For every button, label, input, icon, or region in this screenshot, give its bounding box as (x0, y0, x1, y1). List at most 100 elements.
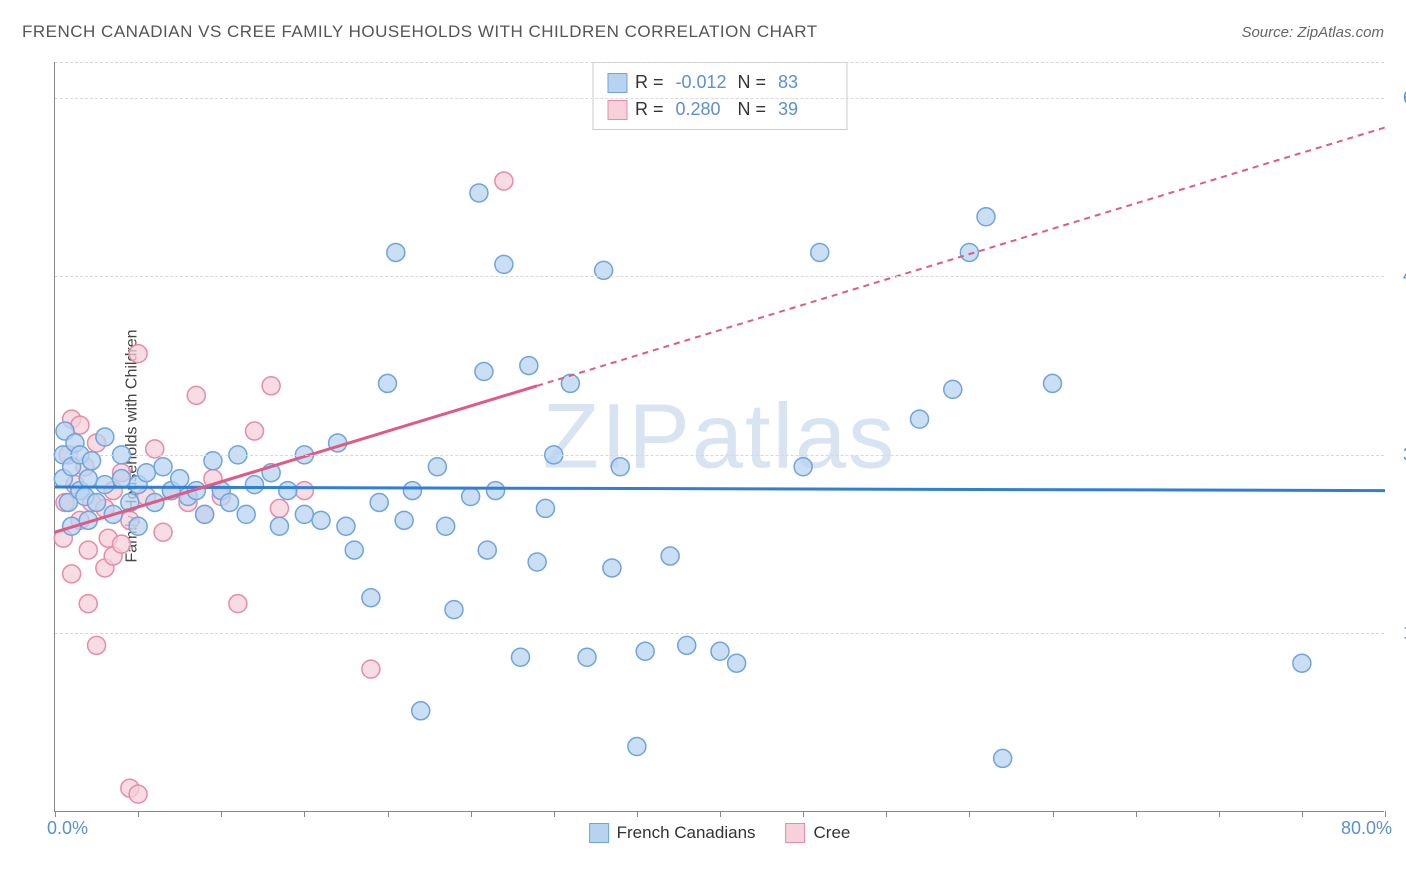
scatter-point (603, 559, 621, 577)
scatter-point (445, 601, 463, 619)
swatch-fc (607, 73, 627, 93)
scatter-point (63, 565, 81, 583)
scatter-point (475, 363, 493, 381)
plot-svg (55, 62, 1384, 811)
scatter-point (113, 470, 131, 488)
y-tick-label: 15.0% (1394, 623, 1406, 644)
scatter-point (129, 345, 147, 363)
x-tick (720, 811, 721, 817)
gridline-h (55, 633, 1384, 634)
scatter-point (137, 464, 155, 482)
scatter-point (262, 377, 280, 395)
scatter-point (279, 482, 297, 500)
swatch-fc-b (589, 823, 609, 843)
legend-correlation: R = -0.012 N = 83 R = 0.280 N = 39 (592, 62, 847, 130)
y-tick-label: 45.0% (1394, 266, 1406, 287)
n-label: N = (738, 96, 771, 123)
scatter-point (237, 505, 255, 523)
scatter-point (196, 505, 214, 523)
scatter-point (362, 660, 380, 678)
r-value-fc: -0.012 (676, 69, 730, 96)
scatter-point (512, 648, 530, 666)
chart-title: FRENCH CANADIAN VS CREE FAMILY HOUSEHOLD… (22, 22, 818, 42)
scatter-point (661, 547, 679, 565)
title-bar: FRENCH CANADIAN VS CREE FAMILY HOUSEHOLD… (22, 22, 1384, 42)
scatter-point (611, 458, 629, 476)
scatter-point (88, 493, 106, 511)
legend-series: French Canadians Cree (589, 823, 851, 843)
scatter-point (270, 499, 288, 517)
scatter-point (395, 511, 413, 529)
scatter-point (977, 208, 995, 226)
scatter-point (495, 172, 513, 190)
x-tick (554, 811, 555, 817)
scatter-point (1293, 654, 1311, 672)
scatter-point (79, 541, 97, 559)
scatter-point (96, 476, 114, 494)
y-tick-label: 30.0% (1394, 444, 1406, 465)
source-label: Source: ZipAtlas.com (1241, 24, 1384, 41)
scatter-point (711, 642, 729, 660)
scatter-point (79, 470, 97, 488)
gridline-h (55, 62, 1384, 63)
legend-row-cree: R = 0.280 N = 39 (607, 96, 832, 123)
scatter-point (387, 243, 405, 261)
r-value-cree: 0.280 (676, 96, 730, 123)
legend-label-fc: French Canadians (617, 823, 756, 843)
scatter-point (79, 595, 97, 613)
scatter-point (520, 357, 538, 375)
x-tick (138, 811, 139, 817)
scatter-point (295, 482, 313, 500)
n-label: N = (738, 69, 771, 96)
scatter-point (470, 184, 488, 202)
x-tick (471, 811, 472, 817)
n-value-fc: 83 (778, 69, 832, 96)
x-tick (637, 811, 638, 817)
scatter-point (578, 648, 596, 666)
scatter-point (487, 482, 505, 500)
swatch-cree (607, 100, 627, 120)
scatter-point (246, 422, 264, 440)
n-value-cree: 39 (778, 96, 832, 123)
scatter-point (1044, 374, 1062, 392)
legend-item-cree: Cree (786, 823, 851, 843)
scatter-point (221, 493, 239, 511)
scatter-point (129, 785, 147, 803)
scatter-point (728, 654, 746, 672)
scatter-point (428, 458, 446, 476)
scatter-point (246, 476, 264, 494)
x-tick (1136, 811, 1137, 817)
scatter-point (561, 374, 579, 392)
x-tick (969, 811, 970, 817)
scatter-point (403, 482, 421, 500)
scatter-point (412, 702, 430, 720)
x-tick (1219, 811, 1220, 817)
legend-item-fc: French Canadians (589, 823, 756, 843)
legend-label-cree: Cree (814, 823, 851, 843)
scatter-point (312, 511, 330, 529)
scatter-point (636, 642, 654, 660)
scatter-point (536, 499, 554, 517)
scatter-point (362, 589, 380, 607)
x-tick (388, 811, 389, 817)
trend-line-cree-dash (537, 127, 1385, 385)
x-tick (55, 811, 56, 817)
scatter-point (994, 749, 1012, 767)
scatter-point (678, 636, 696, 654)
scatter-point (96, 428, 114, 446)
scatter-point (154, 458, 172, 476)
scatter-point (437, 517, 455, 535)
swatch-cree-b (786, 823, 806, 843)
x-tick (221, 811, 222, 817)
x-tick (803, 811, 804, 817)
x-tick (1302, 811, 1303, 817)
scatter-point (88, 636, 106, 654)
scatter-point (337, 517, 355, 535)
scatter-point (270, 517, 288, 535)
r-label: R = (635, 69, 668, 96)
scatter-point (944, 380, 962, 398)
scatter-point (960, 243, 978, 261)
scatter-point (370, 493, 388, 511)
x-tick (1053, 811, 1054, 817)
scatter-point (187, 386, 205, 404)
